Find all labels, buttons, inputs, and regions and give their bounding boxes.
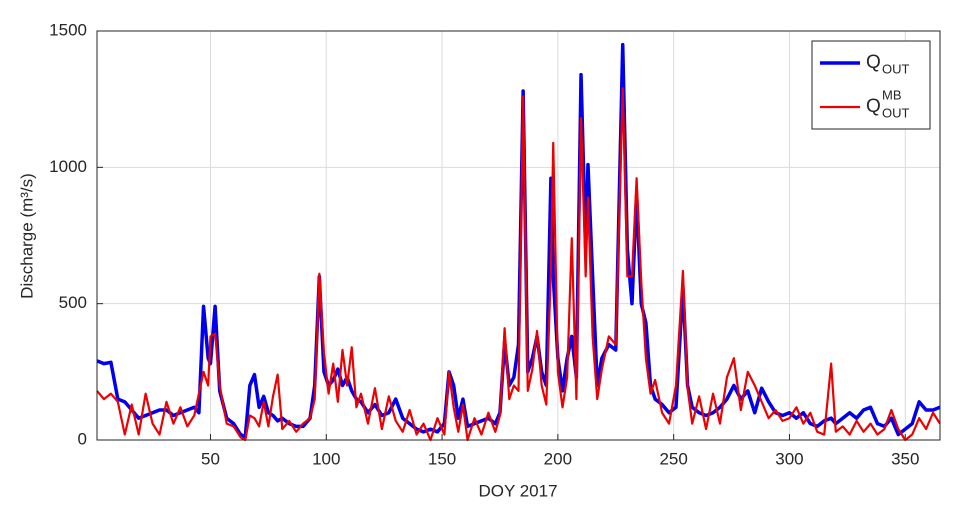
axes-box xyxy=(96,30,941,441)
x-tick-label: 250 xyxy=(659,449,687,468)
y-tick-label: 1000 xyxy=(49,157,87,176)
y-tick-label: 1500 xyxy=(49,20,87,39)
x-tick-label: 300 xyxy=(775,449,803,468)
x-tick-label: 350 xyxy=(891,449,919,468)
y-tick-label: 500 xyxy=(59,293,87,312)
legend-label-sub: OUT xyxy=(882,61,910,76)
y-tick-label: 0 xyxy=(78,429,87,448)
x-tick-label: 150 xyxy=(428,449,456,468)
x-tick-label: 200 xyxy=(544,449,572,468)
x-tick-label: 100 xyxy=(312,449,340,468)
x-tick-label: 50 xyxy=(201,449,220,468)
legend-label-sub: OUT xyxy=(882,105,910,120)
x-axis-label: DOY 2017 xyxy=(478,481,557,500)
legend-box xyxy=(811,40,931,130)
legend-label: Q xyxy=(866,96,881,117)
legend-label-sup: MB xyxy=(882,87,902,102)
legend-label: Q xyxy=(866,52,881,73)
y-axis-label: Discharge (m³/s) xyxy=(17,173,36,299)
